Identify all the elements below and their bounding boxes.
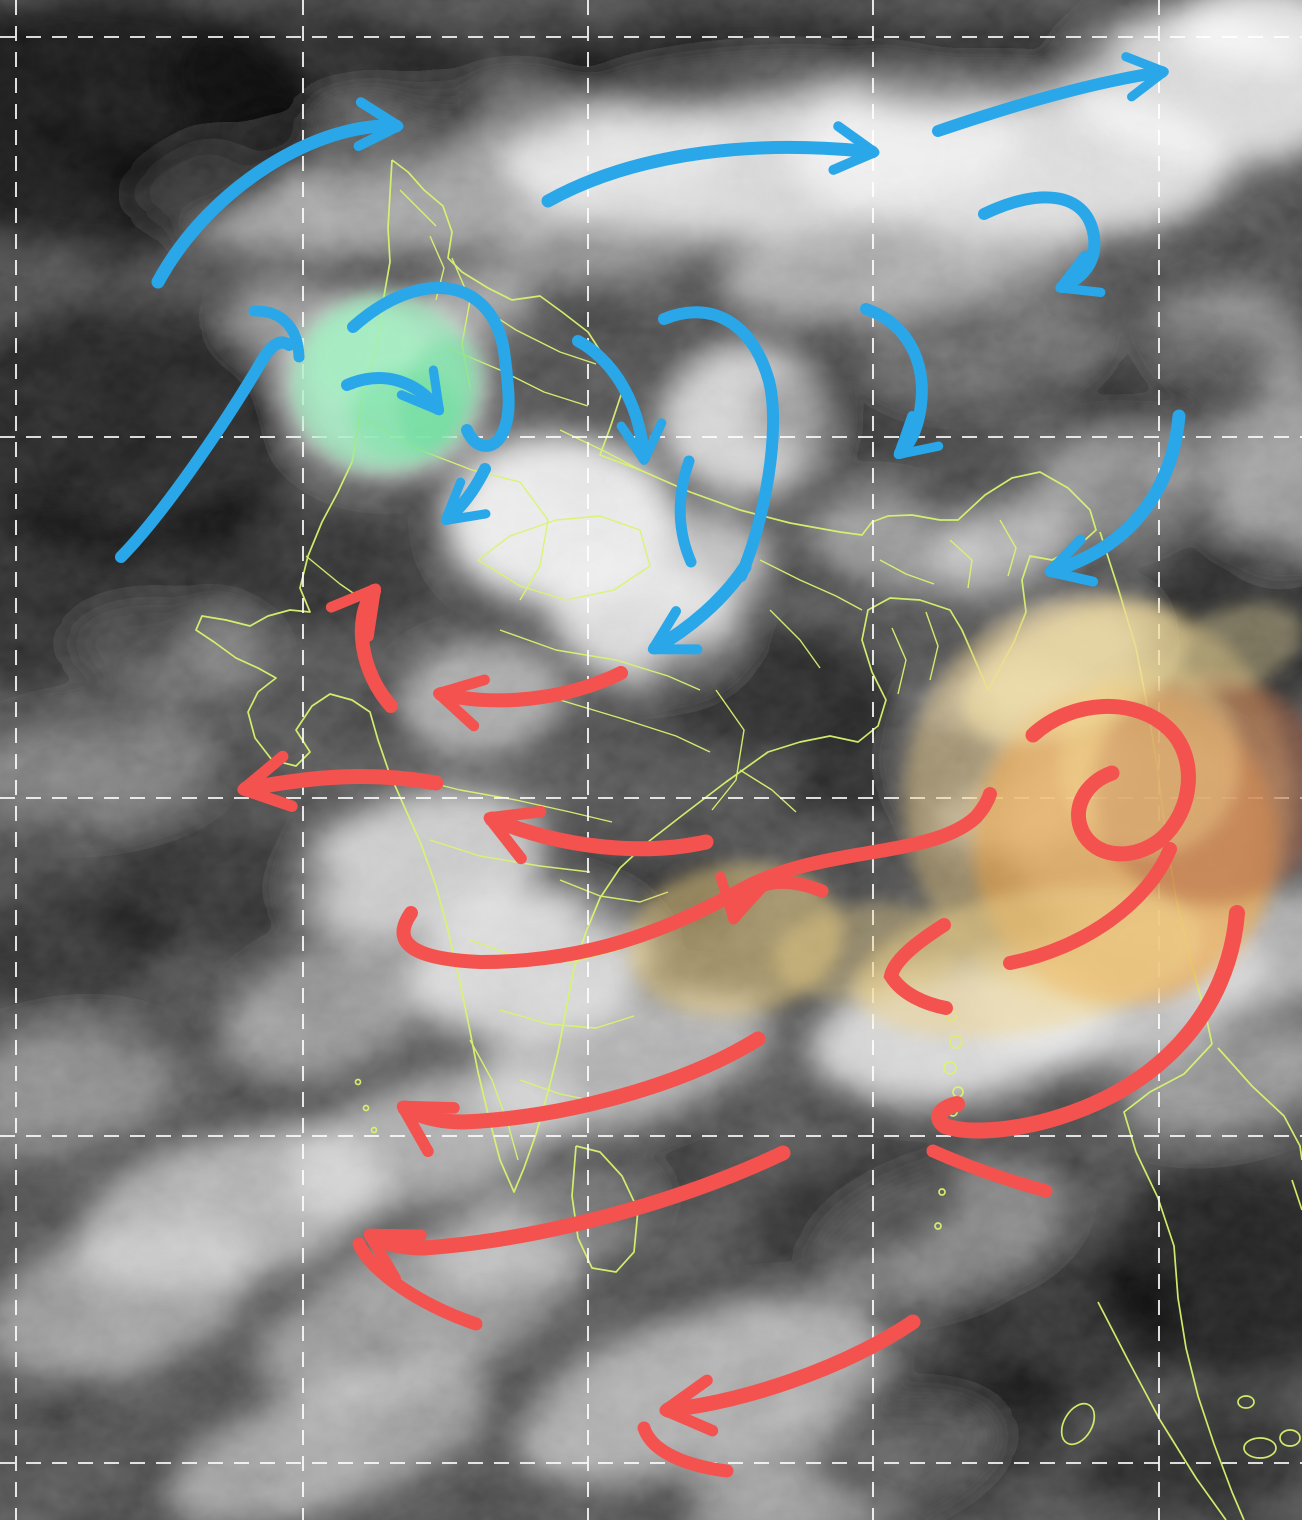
coastline <box>1217 1047 1302 1161</box>
island-outline <box>938 1188 946 1196</box>
coastline <box>1291 1179 1302 1211</box>
state-boundary <box>519 481 549 601</box>
cyclone-highlight-region <box>627 863 843 1017</box>
state-boundary <box>949 539 973 589</box>
coastline <box>1123 1043 1245 1520</box>
state-boundary <box>769 609 821 669</box>
wind-arrow-red <box>483 805 714 865</box>
state-boundary <box>759 559 863 611</box>
state-boundary <box>739 769 797 813</box>
island-outline <box>1279 1429 1301 1447</box>
wind-arrow-red <box>237 750 444 812</box>
island-outline <box>354 1078 362 1086</box>
cyclone-highlight-region <box>1167 603 1302 693</box>
wind-arrow-red <box>433 666 628 732</box>
wind-arrow-blue <box>572 335 667 465</box>
island-outline <box>370 1126 378 1134</box>
wind-arrow-blue <box>341 365 445 416</box>
state-boundary <box>925 611 939 681</box>
wind-arrow-blue <box>347 281 515 452</box>
wind-arrow-blue <box>658 306 780 582</box>
state-boundary <box>477 515 651 601</box>
wind-arrow-blue <box>1044 409 1186 587</box>
wind-arrow-red <box>396 787 997 970</box>
wind-arrow-red <box>396 1031 766 1158</box>
state-boundary <box>559 699 711 753</box>
wind-arrow-blue <box>115 336 295 563</box>
state-boundary <box>999 519 1017 577</box>
wind-arrow-red <box>352 1237 483 1331</box>
wind-arrow-blue <box>440 463 491 526</box>
island-outline <box>1237 1395 1255 1409</box>
wind-arrow-blue <box>248 305 305 363</box>
wind-arrow-blue <box>151 97 404 289</box>
wind-arrow-blue <box>647 560 752 655</box>
island-outline <box>1060 1402 1096 1446</box>
state-boundary <box>879 559 935 585</box>
wind-arrow-red <box>1025 698 1196 862</box>
island-outline <box>934 1222 942 1230</box>
wind-arrow-red <box>363 1145 791 1285</box>
island-outline <box>362 1104 370 1112</box>
state-boundary <box>399 189 437 227</box>
wind-arrows <box>115 52 1245 1478</box>
coastline <box>1097 1301 1227 1520</box>
wind-arrow-red <box>883 918 953 1015</box>
state-boundary <box>711 689 745 811</box>
island-outline <box>1243 1437 1277 1459</box>
state-boundary <box>469 1039 519 1161</box>
state-boundary <box>499 1009 635 1029</box>
state-boundary <box>891 627 907 695</box>
wind-arrow-red <box>926 1144 1053 1198</box>
wind-arrow-red <box>325 583 398 713</box>
wind-arrow-red <box>1003 842 1177 970</box>
wind-arrow-blue <box>860 303 944 460</box>
wind-arrow-red <box>931 905 1245 1139</box>
wind-arrow-blue <box>674 455 697 568</box>
island-outline <box>943 1061 957 1075</box>
state-boundary <box>499 629 701 691</box>
wind-arrow-red <box>659 1314 921 1437</box>
wind-arrow-blue <box>978 191 1106 297</box>
wind-arrow-blue <box>541 121 880 208</box>
wind-arrow-red <box>637 1421 734 1478</box>
wind-arrow-blue <box>932 52 1169 137</box>
